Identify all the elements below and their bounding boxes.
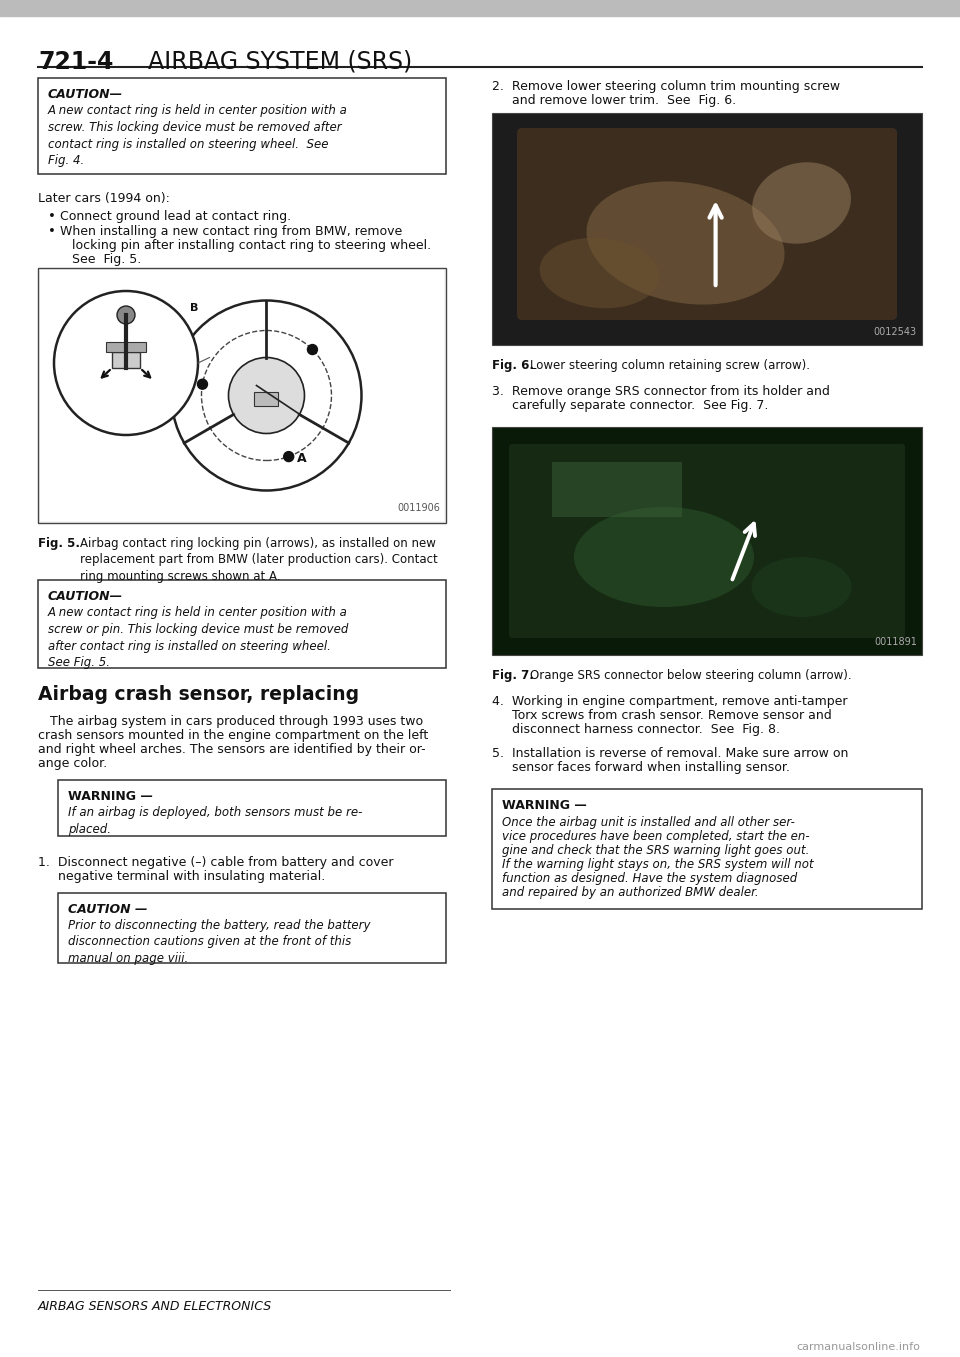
Text: A new contact ring is held in center position with a
screw or pin. This locking : A new contact ring is held in center pos…	[48, 607, 348, 669]
Text: AIRBAG SYSTEM (SRS): AIRBAG SYSTEM (SRS)	[148, 50, 412, 75]
Ellipse shape	[587, 182, 784, 304]
Text: Connect ground lead at contact ring.: Connect ground lead at contact ring.	[60, 210, 291, 223]
Text: Later cars (1994 on):: Later cars (1994 on):	[38, 191, 170, 205]
Circle shape	[228, 357, 304, 433]
Text: 4.  Working in engine compartment, remove anti-tamper: 4. Working in engine compartment, remove…	[492, 695, 848, 708]
Text: vice procedures have been completed, start the en-: vice procedures have been completed, sta…	[502, 830, 809, 843]
Text: •: •	[48, 210, 56, 223]
Circle shape	[198, 379, 207, 389]
Text: WARNING —: WARNING —	[502, 799, 587, 811]
Text: carmanualsonline.info: carmanualsonline.info	[796, 1342, 920, 1352]
Text: Torx screws from crash sensor. Remove sensor and: Torx screws from crash sensor. Remove se…	[492, 708, 831, 722]
Text: sensor faces forward when installing sensor.: sensor faces forward when installing sen…	[492, 761, 790, 773]
Bar	[254, 392, 278, 406]
Bar	[58, 780, 446, 836]
Text: If the warning light stays on, the SRS system will not: If the warning light stays on, the SRS s…	[502, 858, 814, 871]
Text: 5.  Installation is reverse of removal. Make sure arrow on: 5. Installation is reverse of removal. M…	[492, 746, 849, 760]
Text: ange color.: ange color.	[38, 757, 108, 769]
FancyBboxPatch shape	[509, 444, 905, 638]
Circle shape	[307, 345, 318, 354]
Ellipse shape	[574, 508, 754, 607]
Text: 0011906: 0011906	[397, 503, 440, 513]
Text: Lower steering column retaining screw (arrow).: Lower steering column retaining screw (a…	[530, 360, 810, 372]
Text: A: A	[297, 452, 306, 464]
Text: Orange SRS connector below steering column (arrow).: Orange SRS connector below steering colu…	[530, 669, 852, 683]
Bar	[38, 579, 446, 668]
Text: WARNING —: WARNING —	[68, 790, 153, 803]
Bar	[40, 270, 444, 521]
Circle shape	[117, 305, 135, 324]
Bar	[492, 788, 922, 909]
Bar	[58, 893, 446, 963]
Text: Airbag contact ring locking pin (arrows), as installed on new
replacement part f: Airbag contact ring locking pin (arrows)…	[80, 537, 438, 584]
Text: negative terminal with insulating material.: negative terminal with insulating materi…	[38, 870, 325, 883]
Bar	[492, 113, 922, 345]
Text: 2.  Remove lower steering column trim mounting screw: 2. Remove lower steering column trim mou…	[492, 80, 840, 94]
Text: •: •	[48, 225, 56, 237]
Ellipse shape	[752, 556, 852, 617]
Bar	[38, 77, 446, 174]
Text: 3.  Remove orange SRS connector from its holder and: 3. Remove orange SRS connector from its …	[492, 385, 829, 398]
Text: B: B	[190, 303, 199, 313]
Text: carefully separate connector.  See Fig. 7.: carefully separate connector. See Fig. 7…	[492, 399, 768, 413]
Bar	[492, 427, 922, 655]
Text: When installing a new contact ring from BMW, remove: When installing a new contact ring from …	[60, 225, 402, 237]
Text: crash sensors mounted in the engine compartment on the left: crash sensors mounted in the engine comp…	[38, 729, 428, 742]
Text: AIRBAG SENSORS AND ELECTRONICS: AIRBAG SENSORS AND ELECTRONICS	[38, 1300, 272, 1314]
Text: and right wheel arches. The sensors are identified by their or-: and right wheel arches. The sensors are …	[38, 744, 425, 756]
FancyBboxPatch shape	[517, 128, 897, 320]
Bar	[552, 461, 682, 517]
Bar	[0, 0, 960, 16]
Text: Fig. 5.: Fig. 5.	[38, 537, 88, 550]
Text: function as designed. Have the system diagnosed: function as designed. Have the system di…	[502, 873, 797, 885]
Text: See  Fig. 5.: See Fig. 5.	[72, 252, 141, 266]
Text: 0012543: 0012543	[874, 327, 917, 337]
Text: gine and check that the SRS warning light goes out.: gine and check that the SRS warning ligh…	[502, 844, 809, 858]
Text: 0011891: 0011891	[875, 636, 917, 647]
Text: Airbag crash sensor, replacing: Airbag crash sensor, replacing	[38, 685, 359, 704]
Text: CAUTION—: CAUTION—	[48, 590, 123, 603]
Text: The airbag system in cars produced through 1993 uses two: The airbag system in cars produced throu…	[38, 715, 423, 727]
Bar	[38, 267, 446, 522]
Circle shape	[284, 452, 294, 461]
Text: 1.  Disconnect negative (–) cable from battery and cover: 1. Disconnect negative (–) cable from ba…	[38, 856, 394, 868]
Text: A new contact ring is held in center position with a
screw. This locking device : A new contact ring is held in center pos…	[48, 104, 348, 167]
Text: Fig. 7.: Fig. 7.	[492, 669, 542, 683]
Text: CAUTION —: CAUTION —	[68, 902, 148, 916]
Bar	[106, 342, 146, 351]
Text: and remove lower trim.  See  Fig. 6.: and remove lower trim. See Fig. 6.	[492, 94, 736, 107]
Text: Once the airbag unit is installed and all other ser-: Once the airbag unit is installed and al…	[502, 816, 795, 829]
Text: disconnect harness connector.  See  Fig. 8.: disconnect harness connector. See Fig. 8…	[492, 723, 780, 735]
Bar	[112, 351, 140, 368]
Text: Prior to disconnecting the battery, read the battery
disconnection cautions give: Prior to disconnecting the battery, read…	[68, 919, 371, 965]
Text: locking pin after installing contact ring to steering wheel.: locking pin after installing contact rin…	[72, 239, 431, 252]
Text: CAUTION—: CAUTION—	[48, 88, 123, 100]
Text: If an airbag is deployed, both sensors must be re-
placed.: If an airbag is deployed, both sensors m…	[68, 806, 362, 836]
Text: 721-4: 721-4	[38, 50, 113, 75]
Ellipse shape	[753, 163, 851, 244]
Circle shape	[54, 290, 198, 436]
Text: Fig. 6.: Fig. 6.	[492, 360, 542, 372]
Text: and repaired by an authorized BMW dealer.: and repaired by an authorized BMW dealer…	[502, 886, 758, 898]
Ellipse shape	[540, 237, 660, 308]
